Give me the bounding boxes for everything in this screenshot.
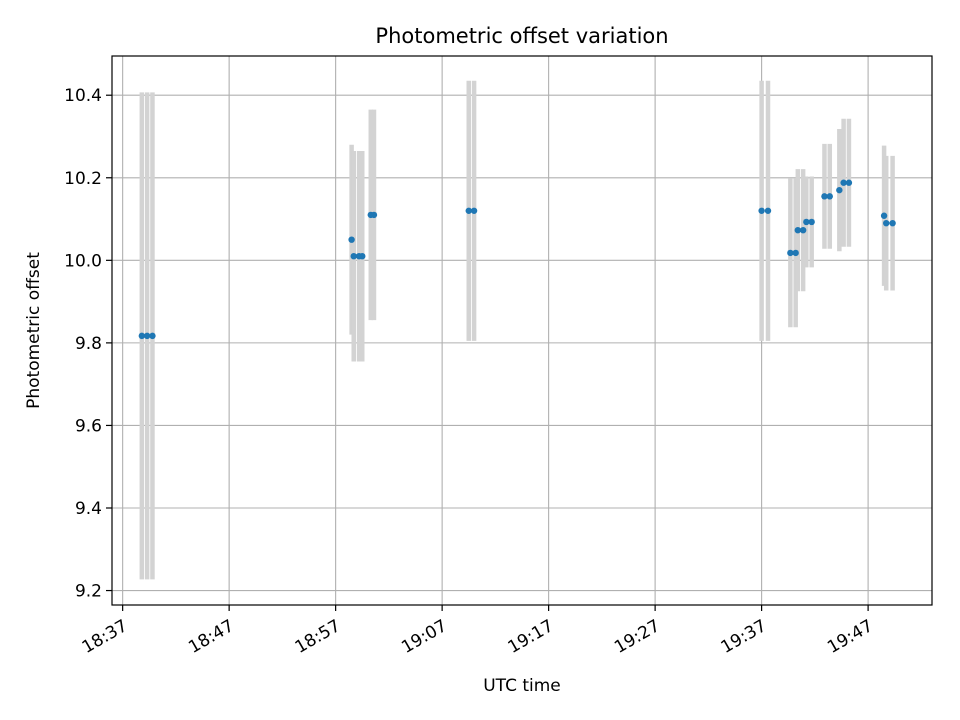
data-point: [138, 332, 146, 340]
data-point: [792, 249, 799, 257]
data-point: [370, 211, 378, 219]
data-point: [799, 226, 807, 234]
data-point: [764, 207, 772, 214]
data-point: [826, 193, 833, 200]
data-point: [808, 218, 815, 226]
data-point: [840, 179, 847, 186]
data-point: [149, 332, 156, 340]
data-point: [821, 193, 828, 200]
y-tick-label: 10.4: [64, 86, 102, 106]
x-axis-label: UTC time: [483, 676, 561, 696]
x-tick-label: 18:37: [79, 616, 131, 658]
data-point: [883, 219, 890, 227]
data-point: [350, 252, 357, 260]
data-point: [465, 207, 472, 214]
y-axis-label: Photometric offset: [24, 252, 44, 409]
data-point: [143, 332, 151, 340]
data-point: [803, 218, 810, 226]
x-tick-label: 18:47: [185, 616, 237, 658]
errorbar-layer: [139, 80, 895, 580]
chart-title: Photometric offset variation: [375, 24, 668, 48]
y-tick-label: 9.2: [75, 582, 102, 602]
point-layer: [138, 179, 896, 340]
x-tick-label: 19:27: [611, 616, 663, 658]
x-tick-label: 19:07: [398, 616, 450, 658]
data-point: [787, 249, 794, 257]
data-point: [794, 226, 802, 234]
data-point: [348, 236, 355, 243]
data-point: [880, 212, 888, 219]
y-tick-label: 9.6: [75, 416, 102, 436]
y-tick-label: 9.8: [75, 334, 102, 354]
data-point: [470, 207, 478, 214]
x-tick-label: 19:47: [824, 616, 876, 658]
data-point: [889, 219, 896, 227]
y-tick-label: 10.2: [64, 169, 102, 189]
data-point: [359, 252, 366, 260]
data-point: [758, 207, 765, 214]
data-point: [845, 179, 853, 186]
y-tick-label: 10.0: [64, 251, 102, 271]
x-tick-label: 19:37: [718, 616, 770, 658]
x-tick-label: 19:17: [505, 616, 557, 658]
data-point: [836, 186, 843, 194]
grid-layer: [112, 56, 932, 605]
x-tick-label: 18:57: [292, 616, 344, 658]
y-tick-label: 9.4: [75, 499, 102, 519]
plot-frame: [111, 55, 933, 606]
